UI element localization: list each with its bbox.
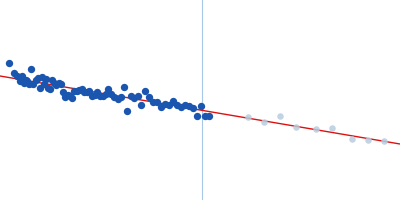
Point [79,87,85,91]
Point [24,80,30,83]
Point [51,81,58,85]
Point [28,67,34,70]
Point [293,125,299,129]
Point [60,90,66,93]
Point [194,115,200,118]
Point [158,105,164,108]
Point [313,128,319,131]
Point [277,115,283,118]
Point [245,115,251,118]
Point [47,87,54,91]
Point [118,95,124,99]
Point [45,87,51,90]
Point [150,101,156,104]
Point [124,110,130,113]
Point [128,94,134,97]
Point [114,97,121,100]
Point [26,83,32,86]
Point [349,137,355,140]
Point [162,102,168,105]
Point [6,62,12,65]
Point [121,86,127,89]
Point [49,78,56,81]
Point [53,83,60,87]
Point [105,87,112,90]
Point [100,94,106,98]
Point [138,103,144,107]
Point [37,87,43,90]
Point [166,104,172,107]
Point [19,75,25,78]
Point [65,93,71,97]
Point [154,100,160,104]
Point [97,94,103,98]
Point [131,96,137,99]
Point [174,103,180,106]
Point [23,79,29,82]
Point [142,90,148,93]
Point [58,82,64,86]
Point [92,94,98,97]
Point [261,120,267,123]
Point [17,79,23,82]
Point [198,104,204,107]
Point [39,76,45,79]
Point [71,90,78,93]
Point [86,89,92,92]
Point [21,81,27,84]
Point [365,139,371,142]
Point [56,82,62,85]
Point [69,96,76,100]
Point [62,95,68,98]
Point [35,76,41,79]
Point [381,139,387,142]
Point [43,78,49,81]
Point [329,126,335,129]
Point [30,83,36,86]
Point [67,94,74,97]
Point [146,95,152,99]
Point [11,72,17,75]
Point [14,74,20,77]
Point [170,100,176,103]
Point [76,88,82,91]
Point [102,93,109,96]
Point [134,94,141,97]
Point [186,104,192,107]
Point [178,106,184,109]
Point [190,106,196,109]
Point [202,114,208,118]
Point [111,95,118,99]
Point [81,90,88,94]
Point [108,92,114,95]
Point [206,114,212,118]
Point [94,91,100,94]
Point [41,82,47,86]
Point [182,103,188,106]
Point [89,94,95,98]
Point [84,90,90,93]
Point [33,78,39,82]
Point [74,90,80,93]
